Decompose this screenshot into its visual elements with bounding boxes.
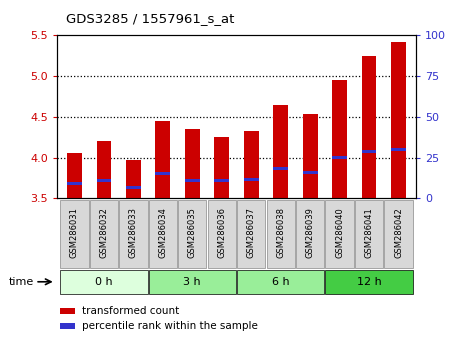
Text: GSM286035: GSM286035 [188,207,197,258]
Bar [156,121,170,198]
FancyBboxPatch shape [237,270,324,294]
Text: GDS3285 / 1557961_s_at: GDS3285 / 1557961_s_at [66,12,235,25]
FancyBboxPatch shape [60,200,88,268]
Bar [126,186,141,189]
Text: GSM286040: GSM286040 [335,207,344,258]
Text: GSM286031: GSM286031 [70,207,79,258]
Bar [185,179,200,182]
Text: percentile rank within the sample: percentile rank within the sample [82,321,258,331]
Bar [391,42,406,198]
Text: GSM286039: GSM286039 [306,207,315,258]
Bar [332,156,347,159]
Bar [126,160,141,198]
Text: time: time [9,277,34,287]
FancyBboxPatch shape [325,270,413,294]
Bar [96,179,111,182]
Bar [214,137,229,198]
Bar [156,172,170,175]
Bar [332,80,347,198]
Text: GSM286038: GSM286038 [276,207,285,258]
Bar [214,179,229,182]
Bar [244,178,259,181]
Text: GSM286033: GSM286033 [129,207,138,258]
FancyBboxPatch shape [149,270,236,294]
FancyBboxPatch shape [267,200,295,268]
Bar [67,182,82,185]
FancyBboxPatch shape [237,200,265,268]
Text: 6 h: 6 h [272,277,289,287]
Text: GSM286036: GSM286036 [217,207,226,258]
FancyBboxPatch shape [60,270,148,294]
Bar [303,114,317,198]
Bar [303,171,317,173]
Text: GSM286032: GSM286032 [99,207,108,258]
Bar [96,141,111,198]
Bar [244,131,259,198]
FancyBboxPatch shape [90,200,118,268]
FancyBboxPatch shape [355,200,383,268]
Text: 3 h: 3 h [184,277,201,287]
Bar [273,167,288,170]
FancyBboxPatch shape [208,200,236,268]
Text: GSM286034: GSM286034 [158,207,167,258]
Bar [362,150,377,153]
Bar [61,308,75,314]
Text: 12 h: 12 h [357,277,381,287]
Bar [273,104,288,198]
Text: transformed count: transformed count [82,306,179,316]
FancyBboxPatch shape [149,200,177,268]
Bar [391,148,406,151]
Text: 0 h: 0 h [95,277,113,287]
Bar [67,154,82,198]
FancyBboxPatch shape [296,200,324,268]
Text: GSM286042: GSM286042 [394,207,403,258]
Bar [185,129,200,198]
FancyBboxPatch shape [325,200,354,268]
Bar [61,323,75,329]
Text: GSM286041: GSM286041 [365,207,374,258]
FancyBboxPatch shape [119,200,148,268]
Bar [362,56,377,198]
FancyBboxPatch shape [385,200,413,268]
FancyBboxPatch shape [178,200,206,268]
Text: GSM286037: GSM286037 [247,207,256,258]
